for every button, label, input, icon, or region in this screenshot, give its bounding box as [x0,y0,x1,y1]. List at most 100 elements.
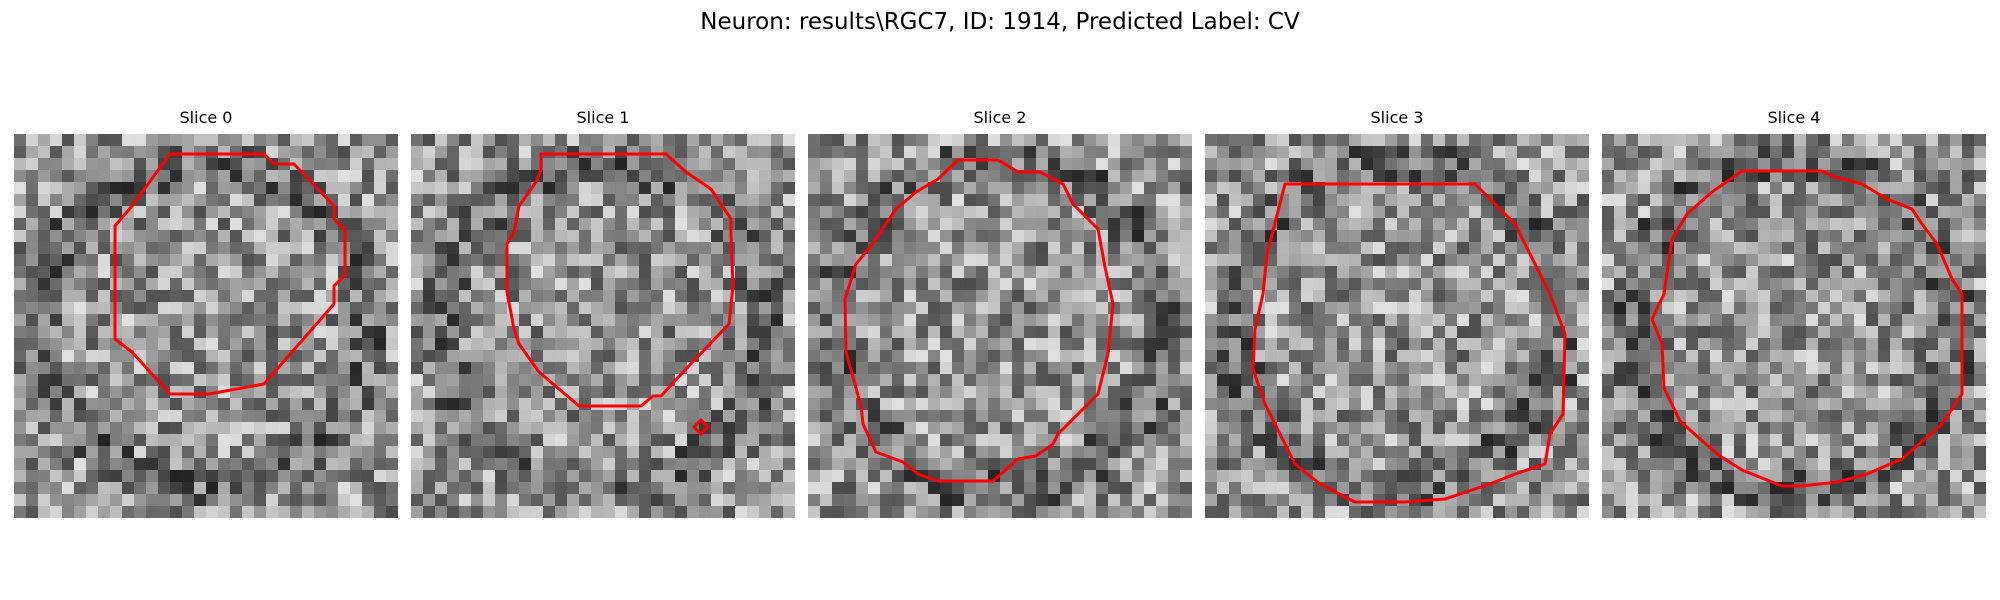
pixel [338,302,351,315]
pixel [1890,386,1903,399]
pixel [723,422,736,435]
pixel [1577,494,1589,507]
pixel [1565,470,1578,483]
pixel [1565,278,1578,291]
pixel [122,170,135,183]
pixel [1758,410,1771,423]
pixel [543,362,556,375]
pixel [1108,506,1121,518]
pixel [1746,362,1759,375]
pixel [1758,134,1771,147]
pixel [350,446,363,459]
pixel [98,278,111,291]
pixel [1890,170,1903,183]
pixel [1830,194,1843,207]
pixel [699,326,712,339]
pixel [134,230,147,243]
pixel [808,194,821,207]
pixel [26,410,39,423]
pixel [1325,446,1338,459]
pixel [1072,470,1085,483]
pixel [1950,254,1963,267]
pixel [759,470,772,483]
pixel [1650,410,1663,423]
pixel [1638,254,1651,267]
pixel [1132,338,1145,351]
pixel [1854,446,1867,459]
pixel [832,350,845,363]
pixel [1614,290,1627,303]
pixel [483,290,496,303]
pixel [988,350,1001,363]
pixel [844,182,857,195]
pixel [1650,362,1663,375]
pixel [1505,158,1518,171]
pixel [1409,146,1422,159]
pixel [1397,218,1410,231]
pixel [350,254,363,267]
pixel [1842,386,1855,399]
pixel [1806,302,1819,315]
pixel [26,422,39,435]
pixel [302,410,315,423]
pixel [447,278,460,291]
pixel [483,278,496,291]
pixel [1217,278,1230,291]
pixel [579,374,592,387]
pixel [1614,242,1627,255]
pixel [1962,446,1975,459]
pixel [856,206,869,219]
pixel [1541,410,1554,423]
pixel [1457,146,1470,159]
pixel [290,362,303,375]
pixel [254,326,267,339]
pixel [771,266,784,279]
pixel [1938,386,1951,399]
pixel [1830,158,1843,171]
pixel [940,194,953,207]
pixel [1156,158,1169,171]
pixel [314,302,327,315]
pixel [50,482,63,495]
pixel [290,302,303,315]
pixel [495,206,508,219]
pixel [759,302,772,315]
pixel [1301,374,1314,387]
pixel [1060,290,1073,303]
pixel [350,422,363,435]
pixel [892,278,905,291]
pixel [1108,170,1121,183]
pixel [1036,254,1049,267]
figure-title: Neuron: results\RGC7, ID: 1914, Predicte… [700,9,1300,35]
pixel [62,278,75,291]
pixel [98,146,111,159]
pixel [1457,218,1470,231]
pixel [278,242,291,255]
pixel [1373,170,1386,183]
pixel [86,398,99,411]
pixel [423,278,436,291]
pixel [182,290,195,303]
pixel [1602,410,1615,423]
pixel [278,314,291,327]
pixel [808,230,821,243]
pixel [170,398,183,411]
pixel [940,374,953,387]
pixel [507,158,520,171]
pixel [615,326,628,339]
pixel [759,422,772,435]
pixel [1553,362,1566,375]
pixel [675,182,688,195]
pixel [1229,158,1242,171]
pixel [170,494,183,507]
pixel [98,350,111,363]
pixel [194,134,207,147]
pixel [880,170,893,183]
pixel [314,278,327,291]
pixel [1529,410,1542,423]
pixel [98,302,111,315]
pixel [338,314,351,327]
pixel [1854,278,1867,291]
pixel [14,206,27,219]
pixel [1036,326,1049,339]
